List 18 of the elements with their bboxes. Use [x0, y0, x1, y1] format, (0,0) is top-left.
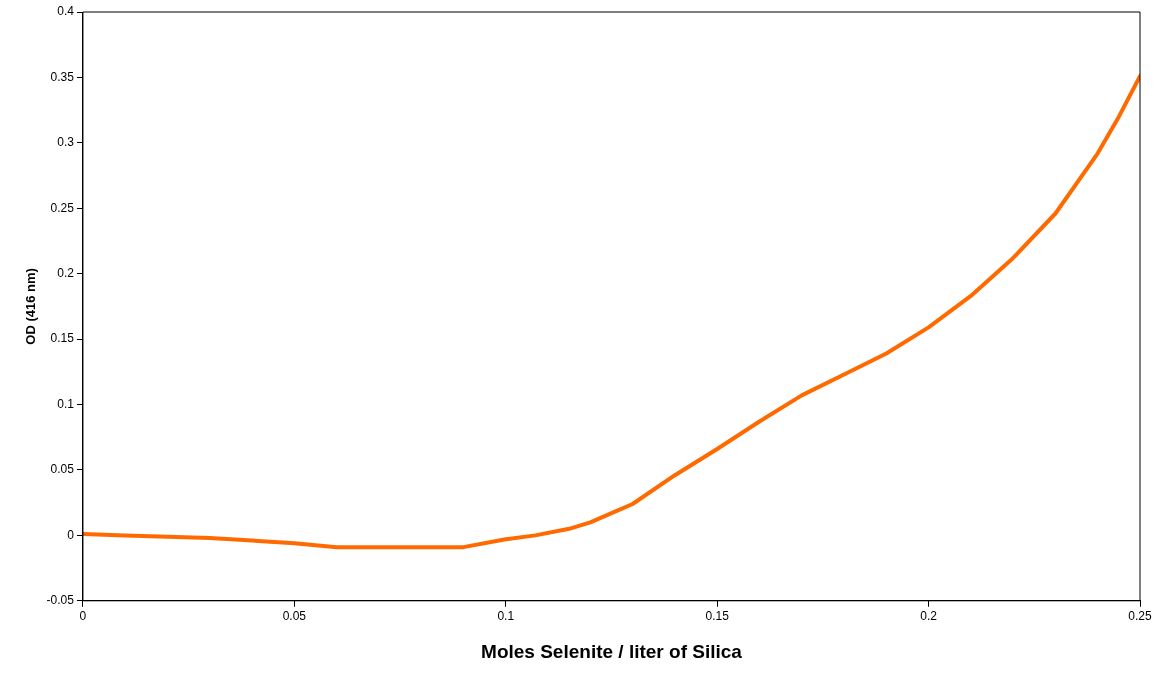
y-tick-label: 0.35 — [50, 69, 75, 84]
x-tick-label: 0.25 — [1128, 609, 1152, 624]
y-tick-label: 0.3 — [57, 135, 75, 150]
y-tick-label: 0.15 — [50, 331, 75, 346]
y-tick-label: 0.1 — [57, 396, 75, 411]
x-tick-label: 0 — [79, 609, 87, 624]
x-tick-label: 0.2 — [920, 609, 938, 624]
x-tick-label: 0.05 — [282, 609, 307, 624]
y-tick-label: 0.2 — [57, 266, 75, 280]
x-axis-title: Moles Selenite / liter of Silica — [481, 640, 743, 662]
x-tick-label: 0.15 — [705, 609, 730, 624]
y-tick-label: 0.05 — [50, 462, 75, 477]
y-tick-label: -0.05 — [46, 593, 75, 608]
x-tick-label: 0.1 — [497, 609, 515, 624]
y-tick-label: 0.4 — [57, 4, 75, 19]
y-tick-label: 0.25 — [50, 200, 75, 215]
y-tick-label: 0 — [67, 527, 75, 542]
y-axis-title: OD (416 nm) — [23, 268, 39, 345]
